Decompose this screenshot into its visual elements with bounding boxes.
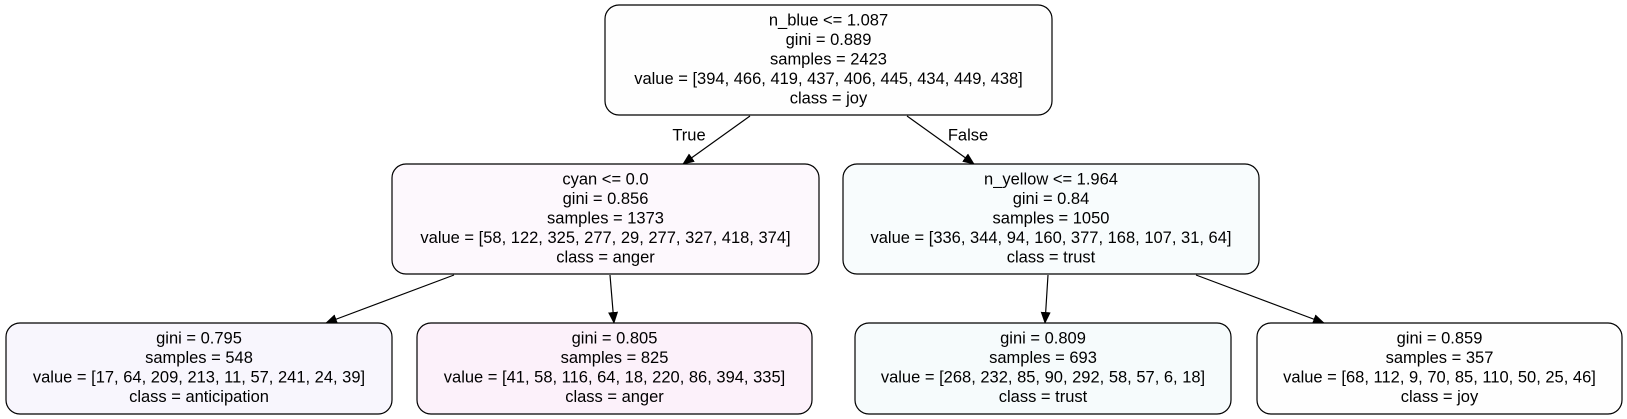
node-line: n_yellow <= 1.964: [984, 170, 1118, 188]
node-box: [604, 4, 1053, 116]
edge-root-to-node-2: [906, 115, 975, 165]
node-line: samples = 2423: [770, 50, 887, 68]
node-box: [1256, 322, 1623, 415]
node-line: gini = 0.84: [1013, 190, 1090, 208]
edge-root-to-node-1: [682, 115, 751, 165]
node-line: gini = 0.809: [1000, 330, 1086, 348]
node-box: [854, 322, 1232, 415]
node-line: value = [17, 64, 209, 213, 11, 57, 241, …: [33, 369, 365, 387]
node-line: samples = 357: [1386, 349, 1494, 367]
node-line: class = trust: [999, 388, 1088, 406]
node-line: cyan <= 0.0: [562, 170, 648, 188]
node-line: value = [336, 344, 94, 160, 377, 168, 10…: [870, 229, 1231, 247]
node-line: samples = 693: [989, 349, 1097, 367]
node-line: gini = 0.805: [572, 330, 658, 348]
edge-label-true: True: [672, 126, 705, 144]
node-box: [416, 322, 813, 415]
node-line: value = [58, 122, 325, 277, 29, 277, 327…: [420, 229, 790, 247]
node-line: gini = 0.889: [786, 31, 872, 49]
node-line: value = [41, 58, 116, 64, 18, 220, 86, 3…: [444, 369, 785, 387]
edge-node-1-to-node-4: [608, 274, 619, 324]
edge-node-2-to-node-5: [1040, 274, 1051, 324]
node-box: [5, 322, 393, 415]
node-line: samples = 825: [561, 349, 669, 367]
node-line: class = joy: [1401, 388, 1479, 406]
edge-label-false: False: [948, 126, 988, 144]
node-line: value = [394, 466, 419, 437, 406, 445, 4…: [634, 70, 1023, 88]
node-line: value = [268, 232, 85, 90, 292, 58, 57, …: [881, 369, 1205, 387]
node-line: value = [68, 112, 9, 70, 85, 110, 50, 25…: [1283, 369, 1596, 387]
node-box: [842, 163, 1260, 275]
node-line: samples = 548: [145, 349, 253, 367]
node-box: [391, 163, 820, 275]
node-line: class = trust: [1007, 248, 1096, 266]
node-line: samples = 1050: [993, 209, 1110, 227]
node-line: gini = 0.795: [156, 330, 242, 348]
edge-node-2-to-node-6: [1195, 274, 1325, 324]
node-line: class = anger: [556, 248, 655, 266]
node-line: gini = 0.856: [563, 190, 649, 208]
node-line: class = anger: [565, 388, 664, 406]
edge-node-1-to-node-3: [325, 274, 455, 324]
node-line: gini = 0.859: [1397, 330, 1483, 348]
node-line: class = anticipation: [129, 388, 269, 406]
node-line: n_blue <= 1.087: [769, 11, 888, 29]
node-line: class = joy: [790, 89, 868, 107]
node-line: samples = 1373: [547, 209, 664, 227]
